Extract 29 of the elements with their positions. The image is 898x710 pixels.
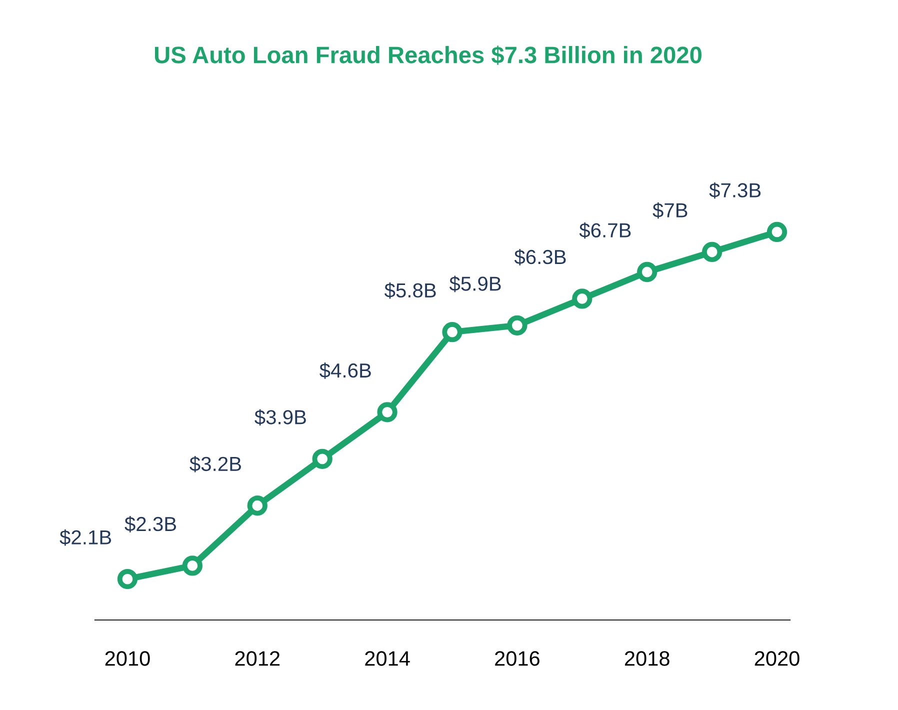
chart-title: US Auto Loan Fraud Reaches $7.3 Billion in 2020 — [155, 46, 702, 65]
data-label: $2.3B — [124, 516, 176, 532]
point — [247, 496, 268, 516]
point — [442, 322, 462, 342]
data-label: $7B — [652, 202, 688, 219]
x-tick-label: 2016 — [495, 651, 540, 666]
data-label: $6.7B — [579, 222, 631, 239]
data-label: $6.3B — [514, 249, 566, 266]
x-tick-label: 2010 — [105, 651, 150, 666]
point — [507, 315, 528, 336]
point — [117, 568, 138, 590]
data-label: $7.3B — [709, 182, 761, 199]
point — [182, 556, 202, 576]
data-label: $5.8B — [384, 282, 436, 299]
data-label: $2.1B — [60, 529, 112, 546]
x-tick-label: 2020 — [754, 651, 800, 666]
x-tick-label: 2012 — [235, 651, 280, 666]
point — [572, 288, 592, 309]
data-label: $5.9B — [449, 276, 501, 292]
point — [377, 402, 398, 422]
point — [312, 448, 332, 469]
data-label: $4.6B — [320, 362, 371, 379]
x-tick-label: 2014 — [365, 651, 410, 666]
data-label: $3.2B — [190, 456, 241, 472]
x-tick-label: 2018 — [624, 651, 670, 666]
point — [637, 262, 658, 282]
data-label: $3.9B — [254, 409, 306, 426]
point — [766, 222, 788, 242]
point — [702, 242, 722, 262]
